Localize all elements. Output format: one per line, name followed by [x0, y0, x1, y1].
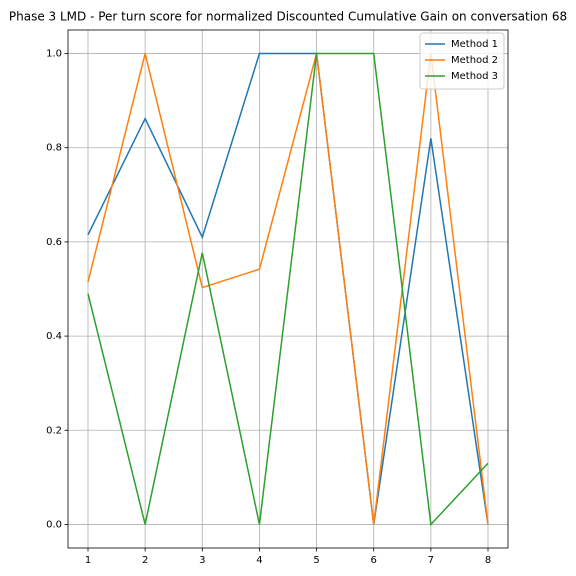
y-tick-label: 0.6 — [46, 237, 62, 248]
legend-label: Method 1 — [451, 39, 498, 50]
legend-box — [419, 32, 505, 90]
chart-title: Phase 3 LMD - Per turn score for normali… — [9, 10, 567, 24]
x-tick-label: 6 — [371, 555, 377, 566]
legend-label: Method 3 — [451, 71, 498, 82]
x-tick-label: 3 — [199, 555, 205, 566]
x-tick-label: 8 — [485, 555, 491, 566]
data-line — [87, 52, 489, 525]
x-tick-label: 4 — [256, 555, 262, 566]
y-tick-label: 0.4 — [46, 331, 62, 342]
plot-frame — [67, 29, 509, 549]
x-tick-label: 2 — [142, 555, 148, 566]
y-tick-label: 0.0 — [46, 519, 62, 530]
y-tick-label: 0.8 — [46, 143, 62, 154]
x-tick-label: 5 — [313, 555, 319, 566]
data-line — [87, 53, 489, 525]
legend-label: Method 2 — [451, 55, 498, 66]
y-tick-label: 0.2 — [46, 425, 62, 436]
x-tick-label: 7 — [428, 555, 434, 566]
x-tick-label: 1 — [85, 555, 91, 566]
y-tick-label: 1.0 — [46, 49, 62, 60]
data-line — [87, 52, 489, 527]
